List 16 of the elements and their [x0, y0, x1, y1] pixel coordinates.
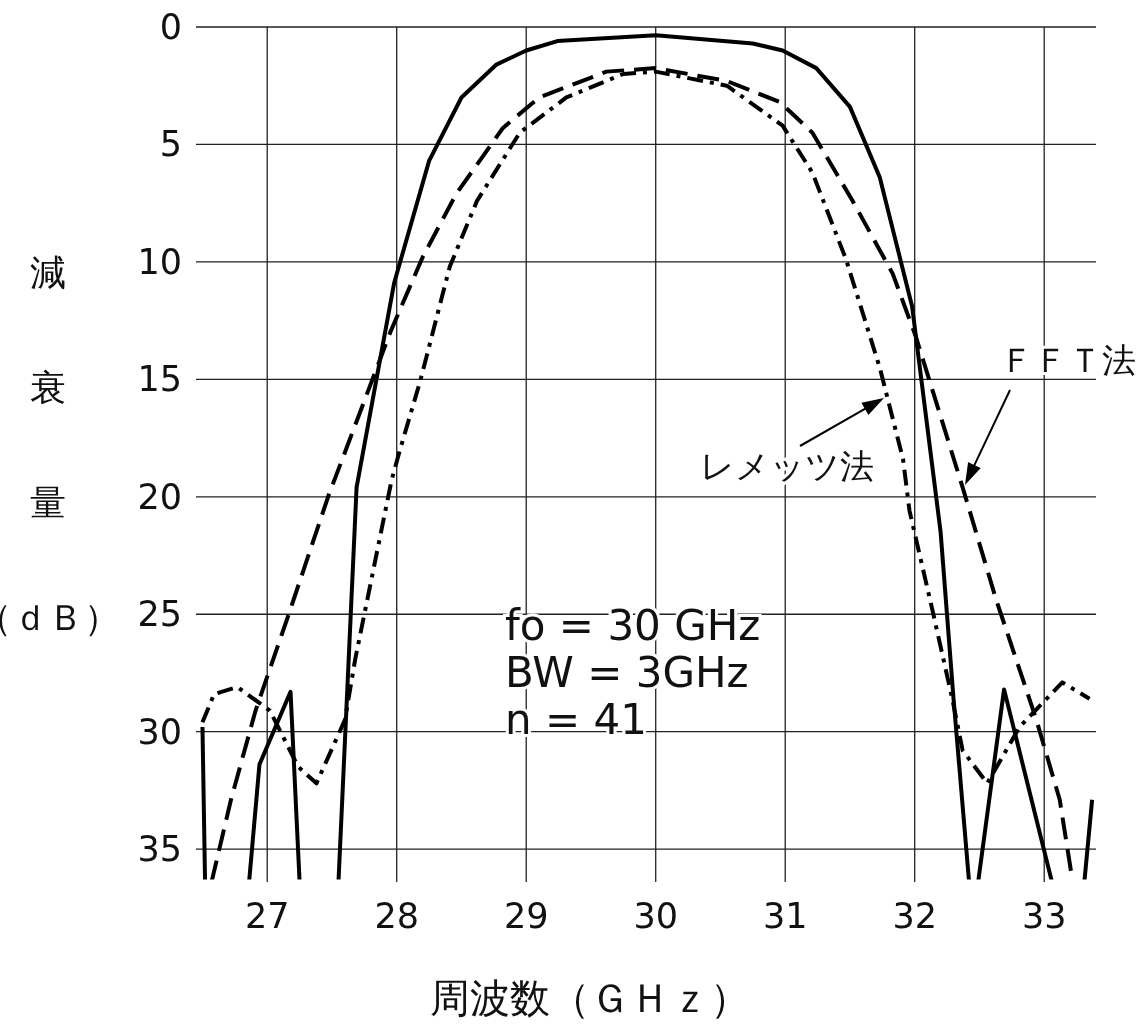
- x-tick-label: 30: [633, 896, 678, 936]
- y-tick-label: 10: [137, 241, 182, 282]
- y-tick-label: 20: [137, 476, 182, 517]
- x-tick-label: 27: [244, 896, 290, 936]
- x-tick-label: 28: [374, 896, 419, 936]
- x-tick-label: 31: [762, 896, 808, 936]
- y-tick-label: 35: [137, 829, 182, 870]
- y-tick-label: 25: [137, 594, 182, 635]
- y-tick-label: 5: [159, 124, 182, 165]
- x-tick-label: 33: [1021, 896, 1067, 936]
- y-tick-label: 0: [159, 7, 182, 47]
- x-tick-label: 32: [892, 896, 937, 936]
- x-axis-title: 周波数（ＧＨｚ）: [430, 975, 750, 1021]
- x-tick-label: 29: [503, 896, 549, 936]
- y-tick-label: 30: [137, 711, 182, 752]
- y-tick-label: 15: [137, 359, 182, 400]
